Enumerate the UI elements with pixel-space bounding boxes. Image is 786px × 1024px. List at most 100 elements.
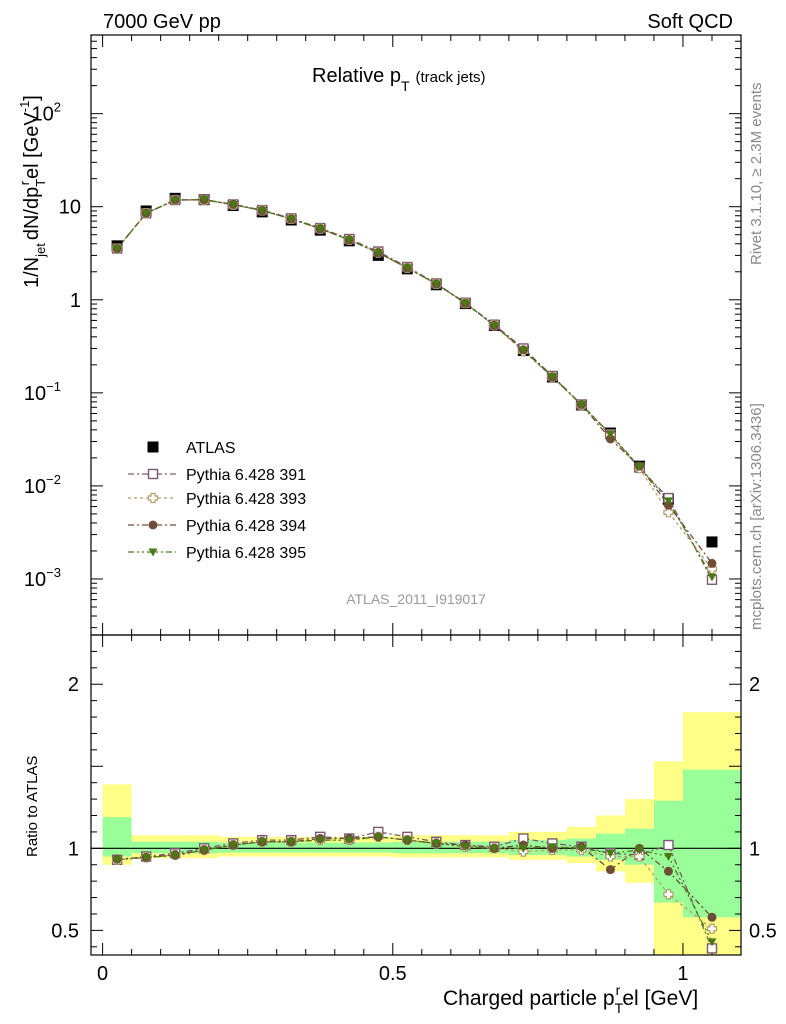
plot-title: Relative pT (track jets) — [312, 65, 486, 94]
legend-label-393: Pythia 6.428 393 — [186, 491, 306, 508]
atlas-data-point — [706, 536, 718, 548]
legend-marker-1 — [147, 468, 159, 480]
y-tick-base: 1 — [70, 290, 81, 312]
legend-marker-2 — [147, 492, 159, 504]
ylabel-sup-1: -1 — [17, 101, 32, 113]
ratio-point-4 — [141, 853, 151, 862]
ratio-point-4 — [257, 838, 267, 847]
y-tick-label: 102 — [32, 100, 61, 126]
mc-point-4 — [344, 236, 354, 245]
y-tick-base: 10 — [32, 104, 54, 126]
plot-title-subscript: T — [401, 78, 410, 94]
ratio-point-2 — [663, 889, 674, 900]
mc-point-4 — [315, 225, 325, 234]
ratio-point-4 — [228, 841, 238, 850]
ratio-point-4 — [199, 846, 209, 855]
mc-point-4 — [431, 280, 441, 289]
band-green-1 — [131, 841, 161, 854]
mc-point-4 — [199, 196, 209, 205]
x-tick-label: 1 — [677, 963, 688, 985]
xlabel-sup-r: r — [616, 982, 621, 998]
mc-curves — [116, 199, 713, 949]
mc-point-4 — [170, 196, 180, 205]
mc-point-4 — [257, 207, 267, 216]
curve-pythia-6.428-395 — [116, 199, 713, 578]
ylabel-part-3: el [GeV — [21, 112, 43, 179]
curve-pythia-6.428-393 — [116, 199, 713, 570]
ratio-point-4 — [315, 836, 325, 845]
lower-frame — [90, 634, 742, 956]
legend-label-391: Pythia 6.428 391 — [186, 467, 306, 484]
ratio-point-4 — [605, 849, 615, 858]
ratio-y-tick-label-right: 0.5 — [749, 920, 777, 942]
xlabel-part-1: Charged particle p — [443, 987, 615, 1010]
y-tick-exponent: −2 — [46, 472, 61, 487]
y-tick-base: 10 — [24, 569, 46, 591]
rivet-version-label: Rivet 3.1.10, ≥ 2.3M events — [748, 83, 765, 266]
y-tick-label: 10 — [59, 197, 81, 219]
curve-pythia-6.428-394 — [116, 199, 713, 564]
ylabel-sup-r: r — [17, 180, 32, 185]
band-green-7 — [305, 842, 335, 853]
ratio-point-2 — [706, 923, 718, 934]
band-green-6 — [276, 842, 306, 853]
ratio-y-tick-label: 1 — [68, 838, 79, 860]
ratio-point-3 — [605, 865, 615, 875]
mc-point-4 — [489, 321, 499, 330]
y-tick-exponent: −3 — [46, 565, 61, 580]
mc-point-4 — [228, 201, 238, 210]
ratio-y-tick-label-right: 2 — [749, 674, 760, 696]
mc-point-4 — [141, 209, 151, 218]
ratio-point-4 — [460, 843, 470, 852]
ylabel-sub-jet: jet — [33, 243, 48, 258]
mc-point-4 — [663, 497, 673, 506]
plot-title-suffix: (track jets) — [416, 69, 486, 86]
ylabel-sub-t: T — [33, 179, 48, 187]
mc-point-3 — [707, 558, 717, 568]
header-category-label: Soft QCD — [647, 11, 733, 33]
mc-point-3 — [605, 434, 615, 444]
ylabel-part-4: ] — [21, 95, 43, 101]
header-energy-label: 7000 GeV pp — [103, 11, 221, 33]
x-tick-label: 0.5 — [379, 963, 407, 985]
xlabel-sub-t: T — [615, 1000, 624, 1016]
data-markers — [111, 192, 718, 954]
plot-title-text: Relative p — [312, 65, 401, 87]
mc-point-4 — [634, 463, 644, 472]
ratio-point-1 — [663, 839, 674, 851]
ratio-y-axis-label: Ratio to ATLAS — [24, 756, 41, 857]
x-tick-label: 0 — [97, 963, 108, 985]
mc-point-4 — [518, 346, 528, 355]
legend-marker-4 — [148, 548, 158, 557]
ratio-point-4 — [344, 836, 354, 845]
mc-point-4 — [286, 215, 296, 224]
mc-point-4 — [576, 400, 586, 409]
legend-label-395: Pythia 6.428 395 — [186, 545, 306, 562]
mcplots-reference-label: mcplots.cern.ch [arXiv:1306.3436] — [748, 403, 765, 630]
ratio-point-4 — [634, 846, 644, 855]
mc-point-4 — [112, 245, 122, 254]
y-tick-base: 10 — [24, 383, 46, 405]
ratio-curve-3 — [117, 836, 713, 918]
ratio-point-4 — [402, 836, 412, 845]
y-tick-label: 10−1 — [24, 379, 61, 405]
legend-label-394: Pythia 6.428 394 — [186, 518, 306, 535]
y-tick-base: 10 — [59, 197, 81, 219]
y-tick-exponent: −1 — [46, 379, 61, 394]
ratio-point-4 — [489, 844, 499, 853]
mc-point-4 — [373, 249, 383, 258]
ratio-point-4 — [576, 844, 586, 853]
y-tick-label: 10−2 — [24, 472, 61, 498]
ylabel-part-2: dN/dp — [21, 187, 43, 240]
ratio-point-4 — [170, 852, 180, 861]
mc-point-4 — [707, 573, 717, 582]
mc-point-4 — [460, 299, 470, 308]
ratio-point-4 — [518, 844, 528, 853]
analysis-id-watermark: ATLAS_2011_I919017 — [346, 591, 486, 607]
ratio-point-2 — [634, 851, 645, 862]
band-green-5 — [247, 842, 277, 853]
ratio-uncertainty-bands — [91, 712, 741, 955]
ratio-point-4 — [663, 853, 673, 862]
